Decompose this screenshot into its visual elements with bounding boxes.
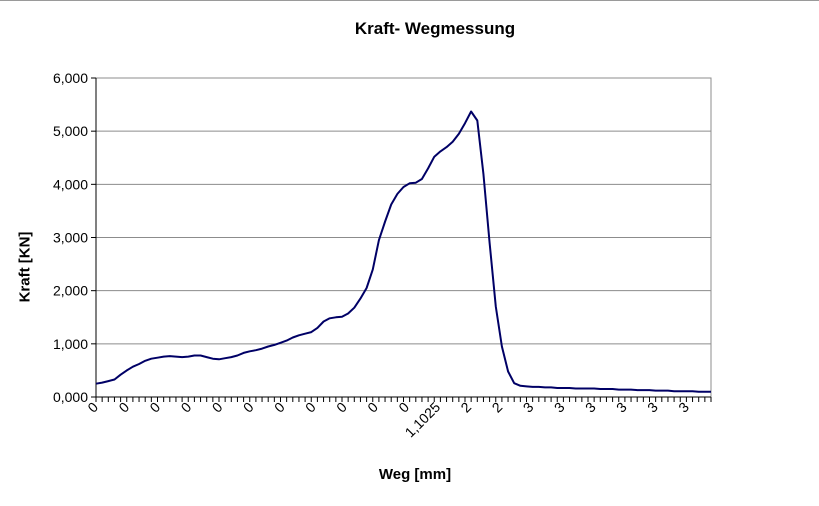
y-tick-label: 2,000: [53, 283, 88, 299]
x-tick-label: 0: [240, 399, 257, 416]
chart-title: Kraft- Wegmessung: [354, 19, 516, 38]
x-tick-label: 0: [178, 399, 195, 416]
y-tick-label: 4,000: [53, 176, 88, 192]
x-tick-label: 3: [582, 399, 599, 416]
x-tick-label: 3: [551, 399, 568, 416]
x-tick-label: 2: [457, 399, 474, 416]
y-tick-label: 5,000: [53, 123, 88, 139]
x-tick-label: 0: [209, 399, 226, 416]
y-tick-label: 6,000: [53, 70, 88, 86]
x-tick-label: 1,1025: [402, 399, 444, 441]
x-tick-label: 3: [520, 399, 537, 416]
x-tick-label: 3: [613, 399, 630, 416]
x-tick-label: 0: [115, 399, 132, 416]
x-tick-label: 3: [675, 399, 692, 416]
y-tick-label: 1,000: [53, 336, 88, 352]
y-tick-label: 3,000: [53, 230, 88, 246]
y-tick-label: 0,000: [53, 389, 88, 405]
x-axis-title: Weg [mm]: [378, 466, 452, 483]
x-tick-label: 0: [302, 399, 319, 416]
x-tick-label: 0: [146, 399, 163, 416]
top-border: [0, 0, 819, 1]
x-tick-label: 0: [84, 399, 101, 416]
x-tick-label: 0: [271, 399, 288, 416]
x-tick-label: 3: [644, 399, 661, 416]
series-line: [95, 110, 711, 393]
x-tick-label: 2: [489, 399, 506, 416]
